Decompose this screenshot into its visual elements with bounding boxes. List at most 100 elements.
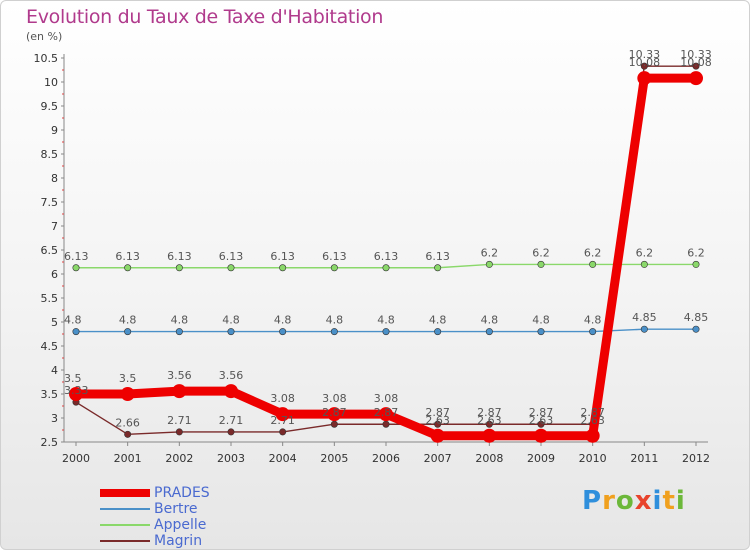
chart-series <box>69 62 703 443</box>
x-tick-label: 2001 <box>114 452 142 465</box>
data-point-bertre <box>434 328 442 336</box>
data-point-magrin <box>175 428 183 436</box>
data-label-magrin: 10.33 <box>680 48 712 61</box>
logo-letter: P <box>582 486 603 516</box>
logo-letter: x <box>634 486 653 516</box>
data-point-appelle <box>692 260 700 268</box>
data-label-appelle: 6.2 <box>636 246 654 259</box>
data-label-prades: 3.56 <box>219 369 244 382</box>
data-point-prades <box>120 387 135 401</box>
data-label-magrin: 2.87 <box>322 406 347 419</box>
chart-title: Evolution du Taux de Taxe d'Habitation <box>26 6 384 28</box>
chart-data-labels: 3.33 2.66 2.71 2.71 2.71 2.87 2.87 2.87 2.87 2.87… <box>64 48 712 429</box>
data-point-appelle <box>537 260 545 268</box>
y-tick-label: 3.5 <box>41 388 59 401</box>
data-point-prades <box>585 428 600 443</box>
y-tick-label: 5 <box>51 316 58 329</box>
data-point-magrin <box>485 420 493 428</box>
y-tick-label: 5.5 <box>41 292 59 305</box>
data-label-prades: 3.56 <box>167 369 192 382</box>
data-label-prades: 2.63 <box>477 414 502 427</box>
data-label-magrin: 2.66 <box>115 416 140 429</box>
x-tick-label: 2008 <box>475 452 503 465</box>
data-point-bertre <box>485 328 493 336</box>
data-label-prades: 3.08 <box>270 392 295 405</box>
data-label-appelle: 6.13 <box>115 250 140 263</box>
data-point-appelle <box>175 264 183 272</box>
x-tick-label: 2007 <box>424 452 452 465</box>
data-point-appelle <box>434 264 442 272</box>
data-point-magrin <box>227 428 235 436</box>
data-label-appelle: 6.13 <box>167 250 192 263</box>
data-label-bertre: 4.8 <box>481 314 499 327</box>
data-point-appelle <box>485 260 493 268</box>
chart-unit: (en %) <box>26 30 63 43</box>
data-point-magrin <box>640 62 648 70</box>
y-tick-label: 10.5 <box>34 52 59 65</box>
logo-letter: i <box>652 486 663 516</box>
data-label-bertre: 4.8 <box>377 314 395 327</box>
data-point-appelle <box>640 260 648 268</box>
legend-swatch-magrin <box>100 540 150 542</box>
data-point-bertre <box>279 328 287 336</box>
data-label-magrin: 2.71 <box>270 414 295 427</box>
data-point-bertre <box>692 325 700 333</box>
data-label-appelle: 6.13 <box>219 250 244 263</box>
data-label-bertre: 4.8 <box>584 314 602 327</box>
data-label-magrin: 2.87 <box>374 406 399 419</box>
data-label-appelle: 6.13 <box>64 250 89 263</box>
data-label-bertre: 4.8 <box>119 314 137 327</box>
y-tick-label: 7 <box>51 220 58 233</box>
legend-label-prades: PRADES <box>154 485 210 501</box>
data-label-prades: 10.08 <box>680 56 712 69</box>
legend-label-bertre: Bertre <box>154 501 198 517</box>
x-tick-label: 2006 <box>372 452 400 465</box>
data-label-bertre: 4.85 <box>632 311 657 324</box>
data-point-bertre <box>537 328 545 336</box>
y-tick-label: 2.5 <box>41 436 59 449</box>
data-point-prades <box>379 407 393 422</box>
data-label-prades: 3.08 <box>374 392 399 405</box>
data-label-prades: 3.08 <box>322 392 347 405</box>
data-point-bertre <box>124 328 132 336</box>
legend-swatch-prades <box>100 489 150 497</box>
data-point-magrin <box>279 428 287 436</box>
legend-label-magrin: Magrin <box>154 533 203 549</box>
data-point-magrin <box>537 420 545 428</box>
data-point-prades <box>172 384 187 399</box>
y-tick-label: 7.5 <box>41 196 59 209</box>
y-tick-label: 8.5 <box>41 148 59 161</box>
data-point-prades <box>327 407 342 422</box>
data-point-prades <box>534 428 548 443</box>
data-label-magrin: 3.33 <box>64 384 89 397</box>
logo-letter: o <box>615 486 635 516</box>
data-point-magrin <box>124 430 132 438</box>
y-tick-label: 6 <box>51 268 58 281</box>
x-tick-label: 2012 <box>682 452 710 465</box>
data-label-appelle: 6.13 <box>322 250 347 263</box>
y-tick-label: 9.5 <box>41 100 59 113</box>
data-label-bertre: 4.8 <box>532 314 550 327</box>
data-label-magrin: 2.87 <box>477 406 502 419</box>
data-label-prades: 2.63 <box>580 414 605 427</box>
data-point-prades <box>482 428 497 443</box>
data-label-bertre: 4.8 <box>326 314 344 327</box>
data-label-prades: 2.63 <box>529 414 554 427</box>
data-point-bertre <box>227 328 235 336</box>
x-tick-label: 2003 <box>217 452 245 465</box>
y-tick-label: 4 <box>51 364 58 377</box>
data-point-appelle <box>279 264 287 272</box>
data-label-prades: 3.5 <box>119 372 137 385</box>
data-label-bertre: 4.8 <box>64 314 82 327</box>
data-label-bertre: 4.8 <box>429 314 447 327</box>
data-label-appelle: 6.13 <box>270 250 295 263</box>
y-tick-label: 3 <box>51 412 58 425</box>
data-point-appelle <box>382 264 390 272</box>
data-label-bertre: 4.85 <box>684 311 709 324</box>
line-chart: 2.5 3 3.5 4 4.5 5 5.5 6 6.5 7 7.5 8 8.5 9 9.5 10 10.5 200… <box>34 48 712 465</box>
data-label-appelle: 6.2 <box>687 246 705 259</box>
x-tick-label: 2000 <box>62 452 90 465</box>
data-point-appelle <box>124 264 132 272</box>
data-label-magrin: 2.71 <box>167 414 192 427</box>
